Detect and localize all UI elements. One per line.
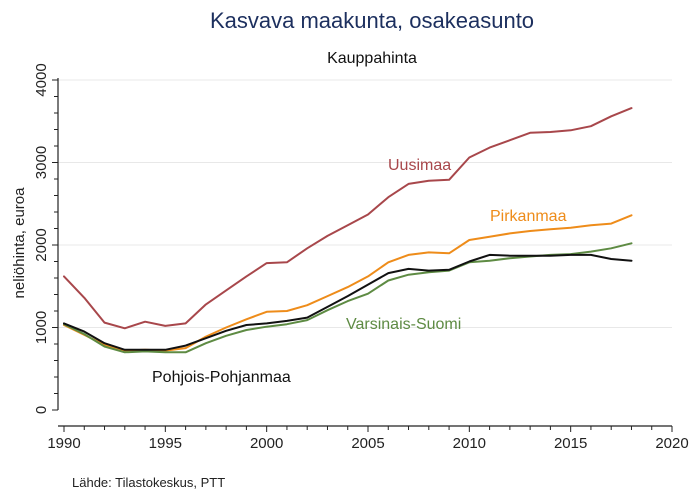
y-tick-label: 2000 bbox=[33, 228, 50, 261]
series-label-uusimaa: Uusimaa bbox=[388, 157, 451, 174]
x-tick-label: 2000 bbox=[250, 435, 283, 452]
y-tick-label: 4000 bbox=[33, 63, 50, 96]
x-tick-label: 1995 bbox=[149, 435, 182, 452]
y-tick-label: 1000 bbox=[33, 311, 50, 344]
x-tick-label: 2005 bbox=[351, 435, 384, 452]
y-tick-label: 0 bbox=[33, 406, 50, 414]
y-tick-label: 3000 bbox=[33, 146, 50, 179]
series-line-uusimaa bbox=[63, 107, 633, 330]
chart-subtitle: Kauppahinta bbox=[327, 50, 417, 67]
y-axis-title: neliöhinta, euroa bbox=[11, 187, 28, 299]
series-labels: Uusimaa Pirkanmaa Varsinais-Suomi Pohjois-P… bbox=[152, 157, 567, 386]
x-tick-label: 2010 bbox=[453, 435, 486, 452]
chart-title: Kasvava maakunta, osakeasunto bbox=[210, 8, 534, 33]
series-line-pohjois-pohjanmaa bbox=[63, 253, 633, 351]
series-line-varsinais-suomi bbox=[63, 242, 633, 354]
axes: 0 1000 2000 3000 4000 1990 1995 2000 2005 2010 201… bbox=[33, 63, 689, 452]
x-tick-label: 2020 bbox=[655, 435, 688, 452]
x-tick-label: 2015 bbox=[554, 435, 587, 452]
series-label-pohjois-pohjanmaa: Pohjois-Pohjanmaa bbox=[152, 369, 291, 386]
x-tick-label: 1990 bbox=[47, 435, 80, 452]
series-lines bbox=[63, 107, 633, 354]
gridlines bbox=[58, 79, 672, 328]
series-label-varsinais-suomi: Varsinais-Suomi bbox=[346, 316, 461, 333]
source-note: Lähde: Tilastokeskus, PTT bbox=[72, 475, 225, 490]
series-label-pirkanmaa: Pirkanmaa bbox=[490, 208, 567, 225]
